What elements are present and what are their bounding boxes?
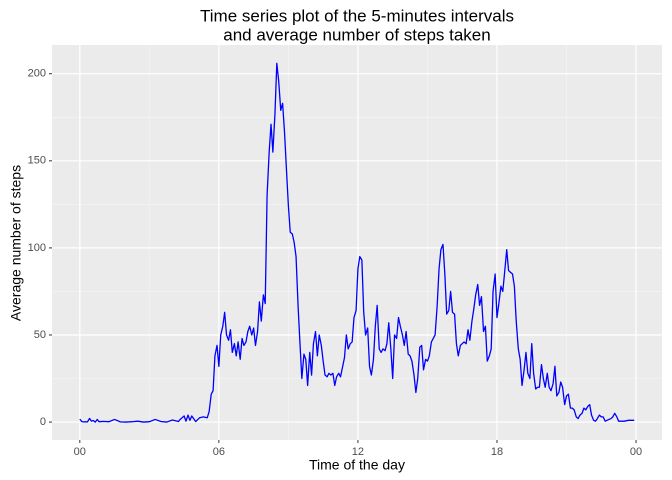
x-tick-label: 18 <box>491 446 503 458</box>
y-axis-label: Average number of steps <box>8 165 24 321</box>
chart-title: and average number of steps taken <box>223 25 490 44</box>
x-tick-label: 00 <box>74 446 86 458</box>
x-tick-label: 06 <box>213 446 225 458</box>
y-tick-label: 150 <box>28 155 46 167</box>
y-tick-label: 100 <box>28 242 46 254</box>
x-tick-label: 00 <box>630 446 642 458</box>
chart-title: Time series plot of the 5-minutes interv… <box>200 6 514 25</box>
y-tick-label: 50 <box>34 329 46 341</box>
y-tick-label: 0 <box>40 416 46 428</box>
x-tick-label: 12 <box>352 446 364 458</box>
x-axis-label: Time of the day <box>309 457 405 473</box>
y-tick-label: 200 <box>28 68 46 80</box>
data-line <box>79 62 635 423</box>
plot-background <box>52 45 662 440</box>
